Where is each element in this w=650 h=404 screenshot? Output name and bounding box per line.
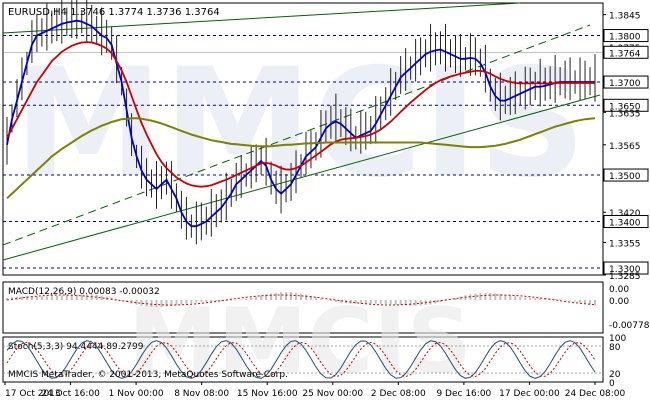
macd-tick-label: 0.00 bbox=[609, 285, 629, 295]
y-tick-label: 1.3845 bbox=[609, 12, 641, 22]
macd-tick-label: 0.00 bbox=[609, 297, 629, 307]
stoch-signal-line bbox=[6, 341, 596, 378]
macd-panel-frame bbox=[2, 281, 604, 334]
current-price-label: 1.3764 bbox=[609, 49, 641, 59]
ma-series-line bbox=[6, 41, 595, 188]
x-tick-label: 24 Dec 08:00 bbox=[565, 389, 626, 399]
channel-line bbox=[2, 94, 601, 261]
macd-label: MACD(12,26,9) 0.00083 -0.00032 bbox=[8, 287, 160, 297]
stoch-main-line bbox=[6, 340, 596, 379]
macd-signal-line bbox=[6, 294, 596, 306]
y-tick-label: 1.3285 bbox=[609, 272, 641, 282]
x-tick-label: 9 Dec 16:00 bbox=[436, 389, 491, 399]
price-level-label: 1.3700 bbox=[609, 79, 641, 89]
x-tick-label: 25 Nov 00:00 bbox=[302, 389, 363, 399]
stoch-label: Stoch(5,3,3) 94.4444 89.2799 bbox=[8, 342, 144, 352]
price-level-box bbox=[603, 215, 649, 229]
price-level-label: 1.3300 bbox=[609, 265, 641, 275]
x-tick-label: 8 Nov 08:00 bbox=[174, 389, 229, 399]
stoch-tick-label: 0 bbox=[609, 379, 615, 389]
x-tick-label: 24 Oct 16:00 bbox=[41, 389, 100, 399]
y-tick-label: 1.3635 bbox=[609, 109, 641, 119]
price-level-box bbox=[603, 168, 649, 182]
ma-series-line bbox=[6, 117, 596, 200]
macd-tick-label: -0.00778 bbox=[609, 321, 650, 331]
price-level-box bbox=[603, 29, 649, 43]
watermark-text: MMCIS bbox=[14, 37, 586, 211]
x-tick-label: 17 Oct 2013 bbox=[5, 389, 61, 399]
stoch-panel-frame bbox=[2, 336, 604, 383]
x-tick-label: 15 Nov 16:00 bbox=[237, 389, 298, 399]
price-level-label: 1.3800 bbox=[609, 33, 641, 43]
x-tick-label: 1 Nov 00:00 bbox=[109, 389, 164, 399]
channel-line bbox=[2, 2, 521, 34]
price-level-label: 1.3650 bbox=[609, 102, 641, 112]
price-level-box bbox=[603, 75, 649, 89]
x-tick-label: 17 Dec 00:00 bbox=[499, 389, 560, 399]
y-tick-label: 1.3420 bbox=[609, 209, 641, 219]
y-tick-label: 1.3355 bbox=[609, 239, 641, 249]
stoch-tick-label: 100 bbox=[609, 334, 626, 344]
footer-text: MMCIS MetaTrader, © 2001-2013, MetaQuote… bbox=[8, 370, 288, 380]
price-level-box bbox=[603, 261, 649, 275]
price-level-box bbox=[603, 98, 649, 112]
price-level-label: 1.3400 bbox=[609, 219, 641, 229]
stoch-tick-label: 80 bbox=[609, 343, 621, 353]
main-panel-frame bbox=[2, 2, 604, 276]
channel-line bbox=[2, 24, 591, 246]
y-tick-label: 1.3565 bbox=[609, 142, 641, 152]
x-tick-label: 2 Dec 08:00 bbox=[371, 389, 426, 399]
stoch-tick-label: 20 bbox=[609, 370, 621, 380]
price-level-label: 1.3500 bbox=[609, 172, 641, 182]
current-price-box bbox=[603, 45, 649, 59]
chart-title: EURUSD,H4 1.3746 1.3774 1.3736 1.3764 bbox=[8, 7, 220, 18]
